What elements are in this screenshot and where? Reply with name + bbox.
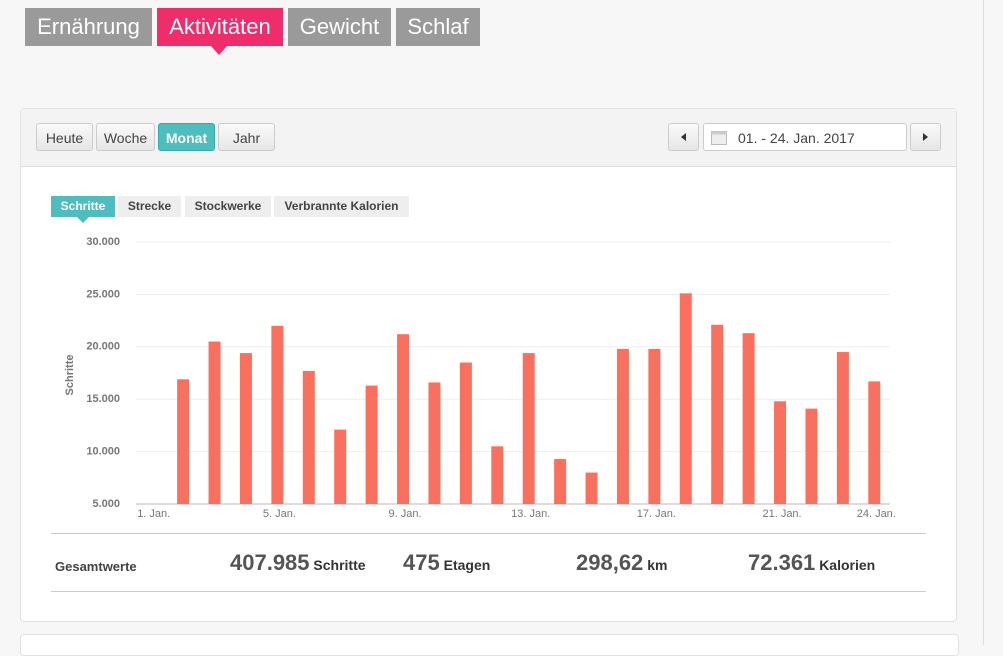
total-value: 298,62: [576, 550, 644, 575]
bar: [711, 324, 724, 504]
tab-active[interactable]: Aktivitäten: [157, 8, 283, 46]
tab-pointer: [77, 217, 89, 223]
panel: [20, 108, 957, 622]
total-value: 475: [403, 550, 440, 575]
bar: [397, 334, 410, 504]
x-tick-label: 21. Jan.: [762, 508, 801, 520]
bar: [459, 362, 472, 504]
bar: [522, 353, 535, 504]
bar: [774, 401, 787, 504]
bar: [648, 348, 661, 504]
metric-tab[interactable]: Strecke: [118, 196, 181, 217]
bar: [868, 381, 881, 504]
date-field[interactable]: 01. - 24. Jan. 2017: [703, 123, 907, 151]
divider: [983, 0, 984, 645]
period-button-active[interactable]: Monat: [158, 123, 215, 151]
total-value: 72.361: [748, 550, 816, 575]
period-button[interactable]: Woche: [96, 123, 155, 151]
total: 72.361 Kalorien: [748, 550, 875, 576]
next-button[interactable]: [910, 123, 941, 151]
total: 475 Etagen: [403, 550, 490, 576]
bar: [679, 293, 692, 504]
bar: [177, 379, 190, 504]
total-value: 407.985: [230, 550, 310, 575]
y-tick-label: 20.000: [86, 341, 120, 353]
bar: [208, 341, 221, 504]
arrow: [923, 133, 928, 141]
bar: [302, 370, 315, 504]
x-tick-label: 9. Jan.: [389, 508, 422, 520]
period-button[interactable]: Heute: [36, 123, 93, 151]
chart: 5.000 10.000 15.000 20.000 25.000 30.000 Schri…: [64, 236, 896, 520]
total-unit: Etagen: [443, 557, 491, 573]
tab[interactable]: Ernährung: [25, 8, 152, 46]
metric-tab[interactable]: Verbrannte Kalorien: [274, 196, 409, 217]
tab[interactable]: Gewicht: [288, 8, 391, 46]
totals-label: Gesamtwerte: [55, 559, 137, 574]
y-tick-label: 5.000: [92, 498, 120, 510]
calendar-icon: [711, 131, 727, 145]
x-tick-label: 13. Jan.: [511, 508, 550, 520]
bar: [365, 385, 378, 504]
bar: [334, 429, 347, 504]
separator: [51, 533, 926, 534]
date-range: 01. - 24. Jan. 2017: [738, 130, 855, 146]
bar: [428, 382, 441, 504]
period-button[interactable]: Jahr: [218, 123, 275, 151]
y-tick-label: 15.000: [86, 393, 120, 405]
total: 407.985 Schritte: [230, 550, 366, 576]
x-tick-label: 1. Jan.: [137, 508, 170, 520]
prev-button[interactable]: [668, 123, 699, 151]
total: 298,62 km: [576, 550, 667, 576]
total-unit: Kalorien: [819, 557, 876, 573]
separator: [51, 591, 926, 592]
x-tick-label: 17. Jan.: [637, 508, 676, 520]
tab-pointer: [211, 46, 227, 55]
metric-tab-active[interactable]: Schritte: [51, 196, 115, 217]
x-tick-label: 5. Jan.: [263, 508, 296, 520]
metric-tab[interactable]: Stockwerke: [185, 196, 271, 217]
bar: [616, 348, 629, 504]
panel: [20, 634, 959, 656]
bar: [271, 325, 284, 504]
bar: [805, 408, 818, 504]
bar: [239, 353, 252, 504]
bar: [491, 446, 504, 504]
bar: [554, 458, 567, 504]
y-axis-label: Schritte: [64, 355, 76, 396]
bar: [742, 333, 755, 504]
total-unit: km: [647, 557, 668, 573]
y-tick-label: 25.000: [86, 288, 120, 300]
y-tick-label: 10.000: [86, 446, 120, 458]
y-tick-label: 30.000: [86, 236, 120, 248]
bar: [836, 352, 849, 504]
bar: [585, 472, 598, 504]
x-tick-label: 24. Jan.: [857, 508, 896, 520]
total-unit: Schritte: [313, 557, 366, 573]
arrow: [681, 133, 686, 141]
tab[interactable]: Schlaf: [396, 8, 480, 46]
